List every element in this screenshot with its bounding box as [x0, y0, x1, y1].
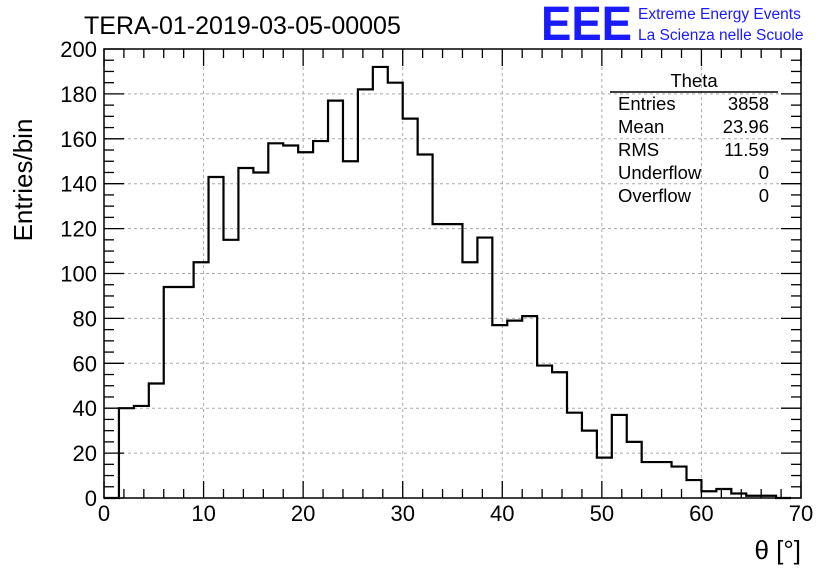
x-tick-label: 10 [191, 501, 215, 526]
stats-label: Overflow [618, 185, 692, 206]
logo-line-2: La Scienza nelle Scuole [638, 27, 803, 44]
x-tick-label: 50 [590, 501, 614, 526]
stats-header: Theta [670, 70, 718, 91]
x-tick-label: 0 [98, 501, 110, 526]
stats-label: Entries [618, 93, 676, 114]
histogram-series [104, 65, 792, 500]
y-tick-label: 20 [73, 441, 97, 466]
tick-labels: 0 10 20 30 40 50 60 70 0 20 40 60 80 100 120 140 160 180 2… [60, 37, 813, 526]
x-tick-label: 70 [789, 501, 813, 526]
y-tick-label: 80 [73, 306, 97, 331]
y-tick-label: 160 [60, 127, 97, 152]
stats-label: Underflow [618, 162, 702, 183]
stats-value: 0 [759, 162, 769, 183]
eee-logo: EEE Extreme Energy Events La Scienza nel… [541, 0, 803, 51]
stats-value: 23.96 [723, 116, 769, 137]
y-tick-label: 60 [73, 351, 97, 376]
stats-label: Mean [618, 116, 664, 137]
x-tick-label: 20 [291, 501, 315, 526]
stats-label: RMS [618, 139, 659, 160]
stats-value: 3858 [728, 93, 769, 114]
axis-ticks [103, 48, 802, 499]
x-tick-label: 40 [490, 501, 514, 526]
stats-value: 0 [759, 185, 769, 206]
y-tick-label: 40 [73, 396, 97, 421]
y-tick-label: 200 [60, 37, 97, 62]
y-tick-label: 180 [60, 82, 97, 107]
y-axis-label: Entries/bin [8, 119, 38, 242]
stats-box: Theta Entries 3858 Mean 23.96 RMS 11.59 Underf… [610, 70, 778, 206]
grid-lines [104, 49, 801, 498]
y-tick-label: 100 [60, 262, 97, 287]
y-tick-label: 0 [85, 486, 97, 511]
y-tick-label: 140 [60, 172, 97, 197]
eee-logo-mark: EEE [541, 0, 632, 51]
logo-line-1: Extreme Energy Events [638, 6, 801, 23]
x-axis-label: θ [°] [754, 535, 801, 565]
y-tick-label: 120 [60, 217, 97, 242]
stats-value: 11.59 [724, 139, 769, 160]
histogram-title: TERA-01-2019-03-05-00005 [84, 12, 401, 40]
x-tick-label: 60 [689, 501, 713, 526]
x-tick-label: 30 [390, 501, 414, 526]
